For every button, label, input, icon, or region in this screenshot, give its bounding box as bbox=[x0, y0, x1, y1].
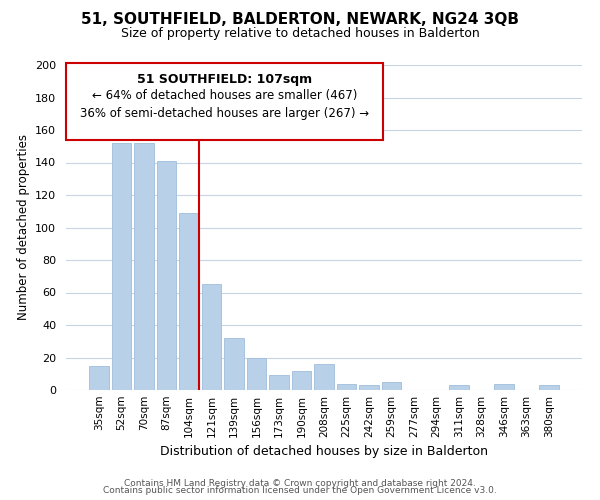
Y-axis label: Number of detached properties: Number of detached properties bbox=[17, 134, 29, 320]
X-axis label: Distribution of detached houses by size in Balderton: Distribution of detached houses by size … bbox=[160, 446, 488, 458]
Bar bbox=[314, 364, 334, 390]
Bar bbox=[202, 284, 221, 390]
Bar bbox=[337, 384, 356, 390]
Text: ← 64% of detached houses are smaller (467): ← 64% of detached houses are smaller (46… bbox=[92, 90, 357, 102]
Bar bbox=[224, 338, 244, 390]
Bar bbox=[112, 143, 131, 390]
Bar bbox=[382, 382, 401, 390]
Text: 36% of semi-detached houses are larger (267) →: 36% of semi-detached houses are larger (… bbox=[80, 108, 369, 120]
Text: Contains HM Land Registry data © Crown copyright and database right 2024.: Contains HM Land Registry data © Crown c… bbox=[124, 478, 476, 488]
Text: Size of property relative to detached houses in Balderton: Size of property relative to detached ho… bbox=[121, 28, 479, 40]
FancyBboxPatch shape bbox=[66, 64, 383, 140]
Bar bbox=[494, 384, 514, 390]
Bar bbox=[134, 143, 154, 390]
Text: Contains public sector information licensed under the Open Government Licence v3: Contains public sector information licen… bbox=[103, 486, 497, 495]
Text: 51, SOUTHFIELD, BALDERTON, NEWARK, NG24 3QB: 51, SOUTHFIELD, BALDERTON, NEWARK, NG24 … bbox=[81, 12, 519, 28]
Bar bbox=[179, 213, 199, 390]
Bar bbox=[269, 376, 289, 390]
Text: 51 SOUTHFIELD: 107sqm: 51 SOUTHFIELD: 107sqm bbox=[137, 73, 312, 86]
Bar bbox=[359, 385, 379, 390]
Bar bbox=[292, 370, 311, 390]
Bar bbox=[157, 161, 176, 390]
Bar bbox=[89, 366, 109, 390]
Bar bbox=[247, 358, 266, 390]
Bar bbox=[449, 385, 469, 390]
Bar bbox=[539, 385, 559, 390]
